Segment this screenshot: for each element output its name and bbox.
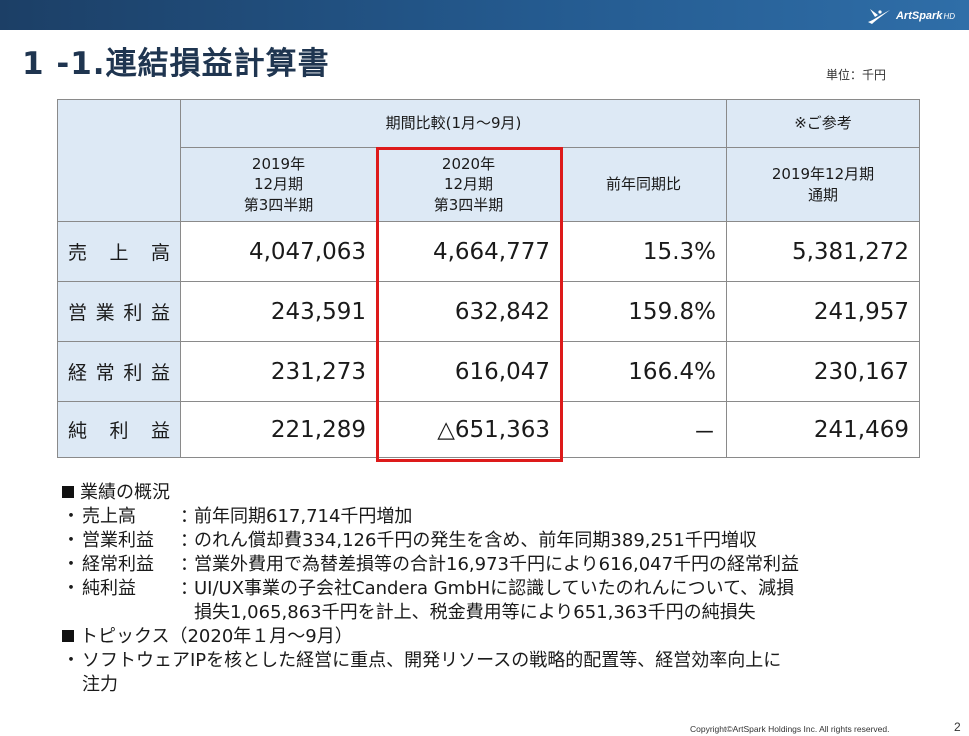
- income-statement-table: 期間比較(1月～9月) ※ご参考 2019年 12月期 第3四半期 2020年 12月…: [57, 99, 920, 458]
- table-cell: 221,289: [180, 401, 377, 458]
- table-cell: 166.4%: [560, 341, 727, 402]
- corner-cell: [57, 99, 181, 222]
- list-item: ・純利益： UI/UX事業の子会社Candera GmbHに認識していたのれんに…: [62, 578, 795, 623]
- table-row-operating-income: 営業利益 243,591 632,842 159.8% 241,957: [57, 281, 920, 342]
- unit-note: 単位：千円: [826, 68, 887, 82]
- list-item: ・経常利益：営業外費用で為替差損等の合計16,973千円により616,047千円…: [62, 554, 800, 575]
- table-row-sales: 売上高 4,047,063 4,664,777 15.3% 5,381,272: [57, 221, 920, 282]
- page-title: 1 -1.連結損益計算書: [22, 46, 330, 82]
- table-cell: 241,957: [726, 281, 920, 342]
- table-row-ordinary-income: 経常利益 231,273 616,047 166.4% 230,167: [57, 341, 920, 402]
- column-header-2019q3: 2019年 12月期 第3四半期: [180, 147, 377, 222]
- page-number: 2: [954, 720, 961, 734]
- topics-heading: トピックス（2020年１月～9月）: [60, 625, 940, 649]
- logo-text: ArtSparkHD: [895, 10, 955, 22]
- table-cell: 632,842: [376, 281, 561, 342]
- table-cell: 230,167: [726, 341, 920, 402]
- column-header-yoy: 前年同期比: [560, 147, 727, 222]
- table-row-net-income: 純利益 221,289 △651,363 － 241,469: [57, 401, 920, 458]
- list-item: ・営業利益：のれん償却費334,126千円の発生を含め、前年同期389,251千…: [62, 530, 757, 551]
- square-bullet-icon: [62, 630, 74, 642]
- spark-logo-icon: [867, 9, 890, 24]
- period-comparison-header: 期間比較(1月～9月): [180, 99, 727, 148]
- table-cell: 4,664,777: [376, 221, 561, 282]
- list-item: ・ ソフトウェアIPを核とした経営に重点、開発リソースの戦略的配置等、経営効率向…: [62, 650, 782, 695]
- table-cell: 15.3%: [560, 221, 727, 282]
- row-label-sales: 売上高: [57, 221, 181, 282]
- table-cell: －: [560, 401, 727, 458]
- table-cell: 241,469: [726, 401, 920, 458]
- row-label-operating-income: 営業利益: [57, 281, 181, 342]
- table-cell: 616,047: [376, 341, 561, 402]
- table-cell: 5,381,272: [726, 221, 920, 282]
- summary-section: 業績の概況 ・売上高：前年同期617,714千円増加 ・営業利益：のれん償却費3…: [60, 481, 940, 697]
- table-cell: △651,363: [376, 401, 561, 458]
- square-bullet-icon: [62, 486, 74, 498]
- column-header-2020q3: 2020年 12月期 第3四半期: [376, 147, 561, 222]
- summary-heading: 業績の概況: [60, 481, 940, 505]
- copyright-footer: Copyright©ArtSpark Holdings Inc. All rig…: [690, 724, 890, 734]
- table-cell: 4,047,063: [180, 221, 377, 282]
- table-cell: 159.8%: [560, 281, 727, 342]
- company-logo: ArtSparkHD: [866, 6, 955, 26]
- list-item: ・売上高：前年同期617,714千円増加: [62, 506, 413, 527]
- table-cell: 243,591: [180, 281, 377, 342]
- reference-header: ※ご参考: [726, 99, 920, 148]
- top-banner: ArtSparkHD: [0, 0, 969, 30]
- row-label-ordinary-income: 経常利益: [57, 341, 181, 402]
- column-header-2019-full-year: 2019年12月期 通期: [726, 147, 920, 222]
- row-label-net-income: 純利益: [57, 401, 181, 458]
- table-cell: 231,273: [180, 341, 377, 402]
